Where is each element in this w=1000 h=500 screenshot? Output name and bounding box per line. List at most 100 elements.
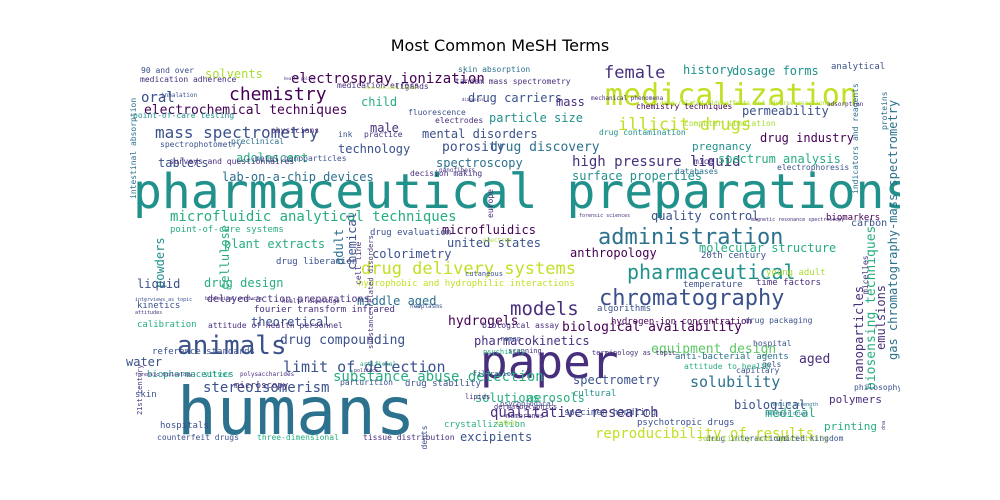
word-cloud-term: electrodes [435,116,483,125]
word-cloud-term: carbon [851,218,887,229]
word-cloud-term: permeability [742,104,829,118]
word-cloud-term: biological assay [482,321,559,330]
word-cloud-term: medicalization [605,78,858,113]
word-cloud-term: databases [675,167,719,176]
word-cloud-term: polymers [829,393,882,406]
word-cloud-term: analytical [831,62,885,72]
word-cloud-term: electron [483,237,512,244]
word-cloud-term: hydrogels [448,314,518,329]
word-cloud-term: biological [734,398,806,412]
word-cloud-term: stereoisomerism [203,380,329,396]
word-cloud-term: indicators and reagents [851,83,860,194]
word-cloud-term: magnetic resonance spectroscopy [751,217,844,223]
word-cloud-term: biomarkers [826,213,880,223]
word-cloud-term: colorimetry [372,247,451,261]
word-cloud-term: pharmaceutical preparations [133,164,900,220]
word-cloud-term: temperature [683,280,743,290]
word-cloud-term: forensic toxicology [135,372,192,378]
word-cloud-term: biological products [205,296,262,302]
word-cloud-term: cell line [354,241,363,285]
word-cloud-term: crystallization [444,420,525,430]
word-cloud-term: mass spectrometry [155,123,319,142]
word-cloud-term: nanofibers [439,167,476,174]
word-cloud-term: oral [141,90,175,106]
word-cloud-term: cultural [573,389,616,399]
word-cloud-term: spectroscopy [436,156,523,170]
word-cloud-term: inhalation [161,92,198,99]
word-cloud-term: drug liberation [276,257,357,267]
word-cloud-term: terminology as topic [592,349,676,357]
word-cloud-term: forensic sciences [579,213,630,219]
word-cloud-term: spectrum analysis [718,152,841,166]
word-cloud-term: drug packaging [745,316,813,325]
word-cloud-term: health knowledge [282,298,340,305]
word-cloud-term: adult [332,229,346,265]
word-cloud-term: porosity [442,140,505,155]
word-cloud-term: biosensing techniques [864,226,879,390]
word-cloud-term: counterfeit drugs [157,433,239,442]
word-cloud-term: aerosols [527,391,585,405]
word-cloud-term: calibration [137,320,197,330]
word-cloud-term: anthropology [570,246,657,260]
word-cloud-term: drug stability [405,379,481,389]
word-cloud-term: chemistry [229,84,327,105]
word-cloud-term: drug carriers [468,91,562,105]
word-cloud-term: middle aged [357,294,436,308]
word-cloud-term: time factors [756,278,821,288]
word-cloud-term: microfluidics [442,223,536,237]
word-cloud-term: cross-sectional studies [363,85,419,90]
word-cloud-term: psychiatry [483,348,525,356]
word-cloud-term: polysaccharides [240,371,295,378]
word-cloud-term: drug contamination [599,128,686,137]
word-cloud-term: biological availability [562,320,742,335]
word-cloud-term: equipment design [651,342,776,357]
word-cloud-term: gas chromatography-mass spectrometry [886,100,900,360]
word-cloud-term: solubility [690,373,780,391]
word-cloud-term: illicit drugs [618,115,751,135]
word-cloud-term: electrochemical techniques [144,103,348,118]
chart-title: Most Common MeSH Terms [390,36,610,55]
word-cloud-term: membranes [506,412,544,420]
word-cloud-term: health policy [284,76,316,81]
word-cloud-term: adolescent [236,151,308,165]
word-cloud-term: particle size [489,111,583,125]
word-cloud-term: hospitals [160,421,209,431]
word-cloud-term: microfluidic analytical techniques [170,209,457,225]
word-cloud-term: tensile strength [770,402,818,408]
word-cloud-term: students [420,425,429,450]
word-cloud-term: lipids [465,393,490,401]
word-cloud-term: paper [480,335,618,389]
word-cloud-term: designer drugs [766,411,808,417]
word-cloud-term: skin absorption [458,65,530,74]
word-cloud-term: excipients [460,430,532,444]
word-cloud-canvas: pharmaceutical preparations humans paper me… [126,62,900,450]
word-cloud-term: point-of-care systems [170,225,284,235]
word-cloud-term: tablets [158,156,209,170]
word-cloud-term: philosophy [854,383,900,392]
word-cloud-term: drug industry [760,131,854,145]
word-cloud-term: attitude to health [684,362,771,371]
word-cloud-term: medical [765,406,816,420]
word-cloud-term: limit of detection [283,358,446,376]
word-cloud-term: skin [135,390,157,400]
word-cloud-term: microscopy [234,381,289,391]
word-cloud-term: drug evaluation [370,228,451,238]
word-cloud-term: fourier transform infrared [254,305,395,315]
word-cloud: pharmaceutical preparations humans paper me… [125,60,900,450]
word-cloud-term: politics [354,368,378,374]
word-cloud-term: dosage forms [732,64,819,78]
word-cloud-term: point-of-care testing [133,111,234,120]
word-cloud-term: 20th century [701,251,767,261]
word-cloud-term: child [361,95,397,109]
word-cloud-term: scanning [508,347,542,355]
word-cloud-term: mass [556,95,585,109]
word-cloud-term: mice [694,157,713,166]
word-cloud-term: electrophoresis [777,163,849,172]
word-cloud-term: pharmaceutical [627,260,796,284]
word-cloud-term: intestinal absorption [129,98,138,199]
word-cloud-term: micelles [861,255,870,294]
word-cloud-term: female [604,63,665,83]
word-cloud-term: surface properties [572,169,702,183]
word-cloud-term: molecular structure [699,241,836,255]
word-cloud-term: plant extracts [224,237,325,251]
